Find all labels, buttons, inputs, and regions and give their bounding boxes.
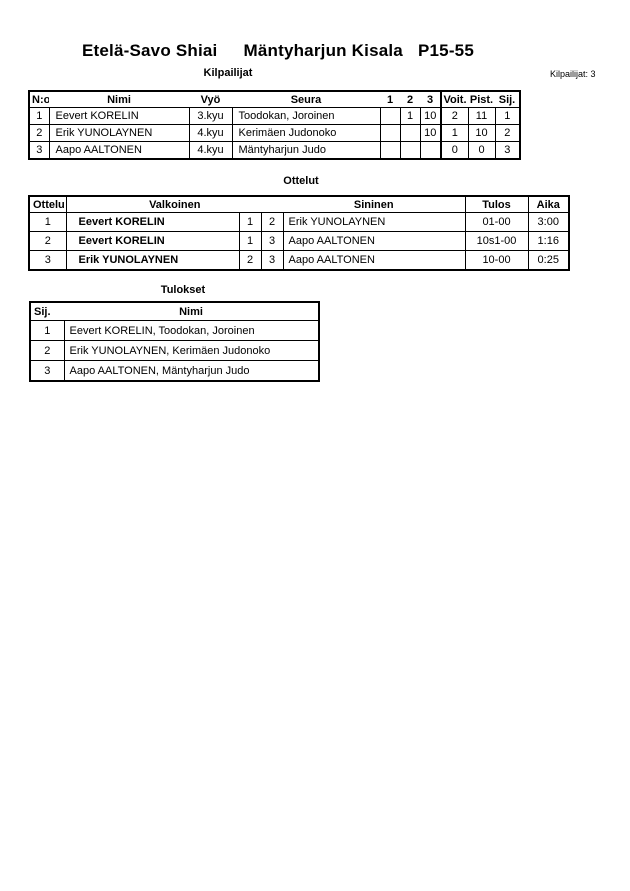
col-header-ottelu: Ottelu: [29, 196, 67, 213]
cell-time: 3:00: [527, 212, 570, 232]
cell-round3: 10: [419, 124, 442, 142]
cell-score: 10s1-00: [464, 231, 529, 251]
cell-vyo: 3.kyu: [188, 107, 233, 125]
cell-match-number: 1: [28, 212, 67, 232]
cell-white-number: 1: [238, 231, 262, 251]
cell-white-number: 2: [238, 250, 262, 271]
cell-voit: 0: [440, 141, 469, 160]
cell-round1: [379, 124, 401, 142]
col-header-vyo: Vyö: [189, 91, 232, 108]
title-event: Etelä-Savo Shiai: [82, 41, 218, 60]
table-row: 2 Erik YUNOLAYNEN 4.kyu Kerimäen Judonok…: [28, 124, 521, 142]
cell-round2: [399, 124, 421, 142]
cell-vyo: 4.kyu: [188, 141, 233, 160]
cell-blue-name: Aapo AALTONEN: [282, 250, 466, 271]
cell-sij: 3: [494, 141, 521, 160]
cell-rank: 2: [29, 340, 65, 361]
col-header-pist: Pist.: [468, 91, 495, 108]
table-row: 3 Erik YUNOLAYNEN 2 3 Aapo AALTONEN 10-0…: [28, 250, 570, 271]
col-header-voit: Voit.: [440, 91, 468, 108]
cell-competitor: Aapo AALTONEN, Mäntyharjun Judo: [63, 360, 320, 382]
table-row: 2 Erik YUNOLAYNEN, Kerimäen Judonoko: [29, 340, 320, 361]
cell-no: 2: [28, 124, 50, 142]
cell-vyo: 4.kyu: [188, 124, 233, 142]
cell-round1: [379, 141, 401, 160]
section-heading-tulokset: Tulokset: [160, 284, 206, 296]
table-row: 3 Aapo AALTONEN 4.kyu Mäntyharjun Judo 0…: [28, 141, 521, 160]
cell-blue-number: 3: [260, 231, 284, 251]
cell-no: 1: [28, 107, 50, 125]
cell-time: 1:16: [527, 231, 570, 251]
cell-rank: 1: [29, 320, 65, 341]
cell-voit: 1: [440, 124, 469, 142]
cell-round2: 1: [399, 107, 421, 125]
title-venue: Mäntyharjun Kisala: [243, 41, 403, 60]
cell-round1: [379, 107, 401, 125]
cell-score: 10-00: [464, 250, 529, 271]
col-header-tulos: Tulos: [465, 196, 529, 213]
col-header-seura: Seura: [232, 91, 380, 108]
cell-seura: Mäntyharjun Judo: [231, 141, 381, 160]
cell-white-name: Eevert KORELIN: [65, 231, 240, 251]
results-table: Sij. Nimi 1 Eevert KORELIN, Toodokan, Jo…: [29, 301, 320, 382]
cell-blue-name: Erik YUNOLAYNEN: [282, 212, 466, 232]
cell-blue-number: 2: [260, 212, 284, 232]
col-header-nimi: Nimi: [64, 302, 319, 321]
table-row: 3 Aapo AALTONEN, Mäntyharjun Judo: [29, 360, 320, 382]
col-header-nimi: Nimi: [49, 91, 189, 108]
cell-competitor: Erik YUNOLAYNEN, Kerimäen Judonoko: [63, 340, 320, 361]
section-heading-ottelut: Ottelut: [283, 175, 319, 187]
col-header-sij: Sij.: [30, 302, 64, 321]
cell-round3: 10: [419, 107, 442, 125]
cell-nimi: Erik YUNOLAYNEN: [48, 124, 190, 142]
table-header-row: Ottelu Valkoinen Sininen Tulos Aika: [29, 196, 570, 213]
cell-sij: 2: [494, 124, 521, 142]
cell-pist: 0: [467, 141, 496, 160]
matches-table: Ottelu Valkoinen Sininen Tulos Aika 1 Ee…: [28, 195, 571, 271]
cell-pist: 10: [467, 124, 496, 142]
cell-no: 3: [28, 141, 50, 160]
page-title: Etelä-Savo Shiai Mäntyharjun Kisala P15-55: [82, 41, 474, 61]
col-header-aika: Aika: [528, 196, 570, 213]
cell-match-number: 2: [28, 231, 67, 251]
cell-rank: 3: [29, 360, 65, 382]
cell-competitor: Eevert KORELIN, Toodokan, Joroinen: [63, 320, 320, 341]
col-header-round2: 2: [400, 91, 420, 108]
cell-round2: [399, 141, 421, 160]
table-row: 1 Eevert KORELIN, Toodokan, Joroinen: [29, 320, 320, 341]
cell-nimi: Aapo AALTONEN: [48, 141, 190, 160]
competitors-table: N:o Nimi Vyö Seura 1 2 3 Voit. Pist. Sij…: [28, 90, 521, 160]
col-header-valkoinen: Valkoinen: [66, 196, 284, 213]
col-header-sininen: Sininen: [283, 196, 466, 213]
table-row: 1 Eevert KORELIN 3.kyu Toodokan, Joroine…: [28, 107, 521, 125]
cell-match-number: 3: [28, 250, 67, 271]
cell-sij: 1: [494, 107, 521, 125]
cell-seura: Kerimäen Judonoko: [231, 124, 381, 142]
cell-pist: 11: [467, 107, 496, 125]
cell-blue-name: Aapo AALTONEN: [282, 231, 466, 251]
competitors-count: Kilpailijat: 3: [550, 69, 596, 79]
table-row: 2 Eevert KORELIN 1 3 Aapo AALTONEN 10s1-…: [28, 231, 570, 251]
col-header-round1: 1: [380, 91, 400, 108]
cell-round3: [419, 141, 442, 160]
table-header-row: N:o Nimi Vyö Seura 1 2 3 Voit. Pist. Sij…: [29, 91, 520, 108]
col-header-round3: 3: [420, 91, 441, 108]
cell-white-name: Eevert KORELIN: [65, 212, 240, 232]
cell-white-number: 1: [238, 212, 262, 232]
cell-nimi: Eevert KORELIN: [48, 107, 190, 125]
col-header-sij: Sij.: [495, 91, 520, 108]
cell-score: 01-00: [464, 212, 529, 232]
cell-voit: 2: [440, 107, 469, 125]
cell-blue-number: 3: [260, 250, 284, 271]
cell-time: 0:25: [527, 250, 570, 271]
table-row: 1 Eevert KORELIN 1 2 Erik YUNOLAYNEN 01-…: [28, 212, 570, 232]
cell-seura: Toodokan, Joroinen: [231, 107, 381, 125]
col-header-no: N:o: [29, 91, 49, 108]
table-header-row: Sij. Nimi: [30, 302, 319, 321]
cell-white-name: Erik YUNOLAYNEN: [65, 250, 240, 271]
title-category: P15-55: [417, 41, 474, 60]
section-heading-kilpailijat: Kilpailijat: [203, 67, 253, 79]
